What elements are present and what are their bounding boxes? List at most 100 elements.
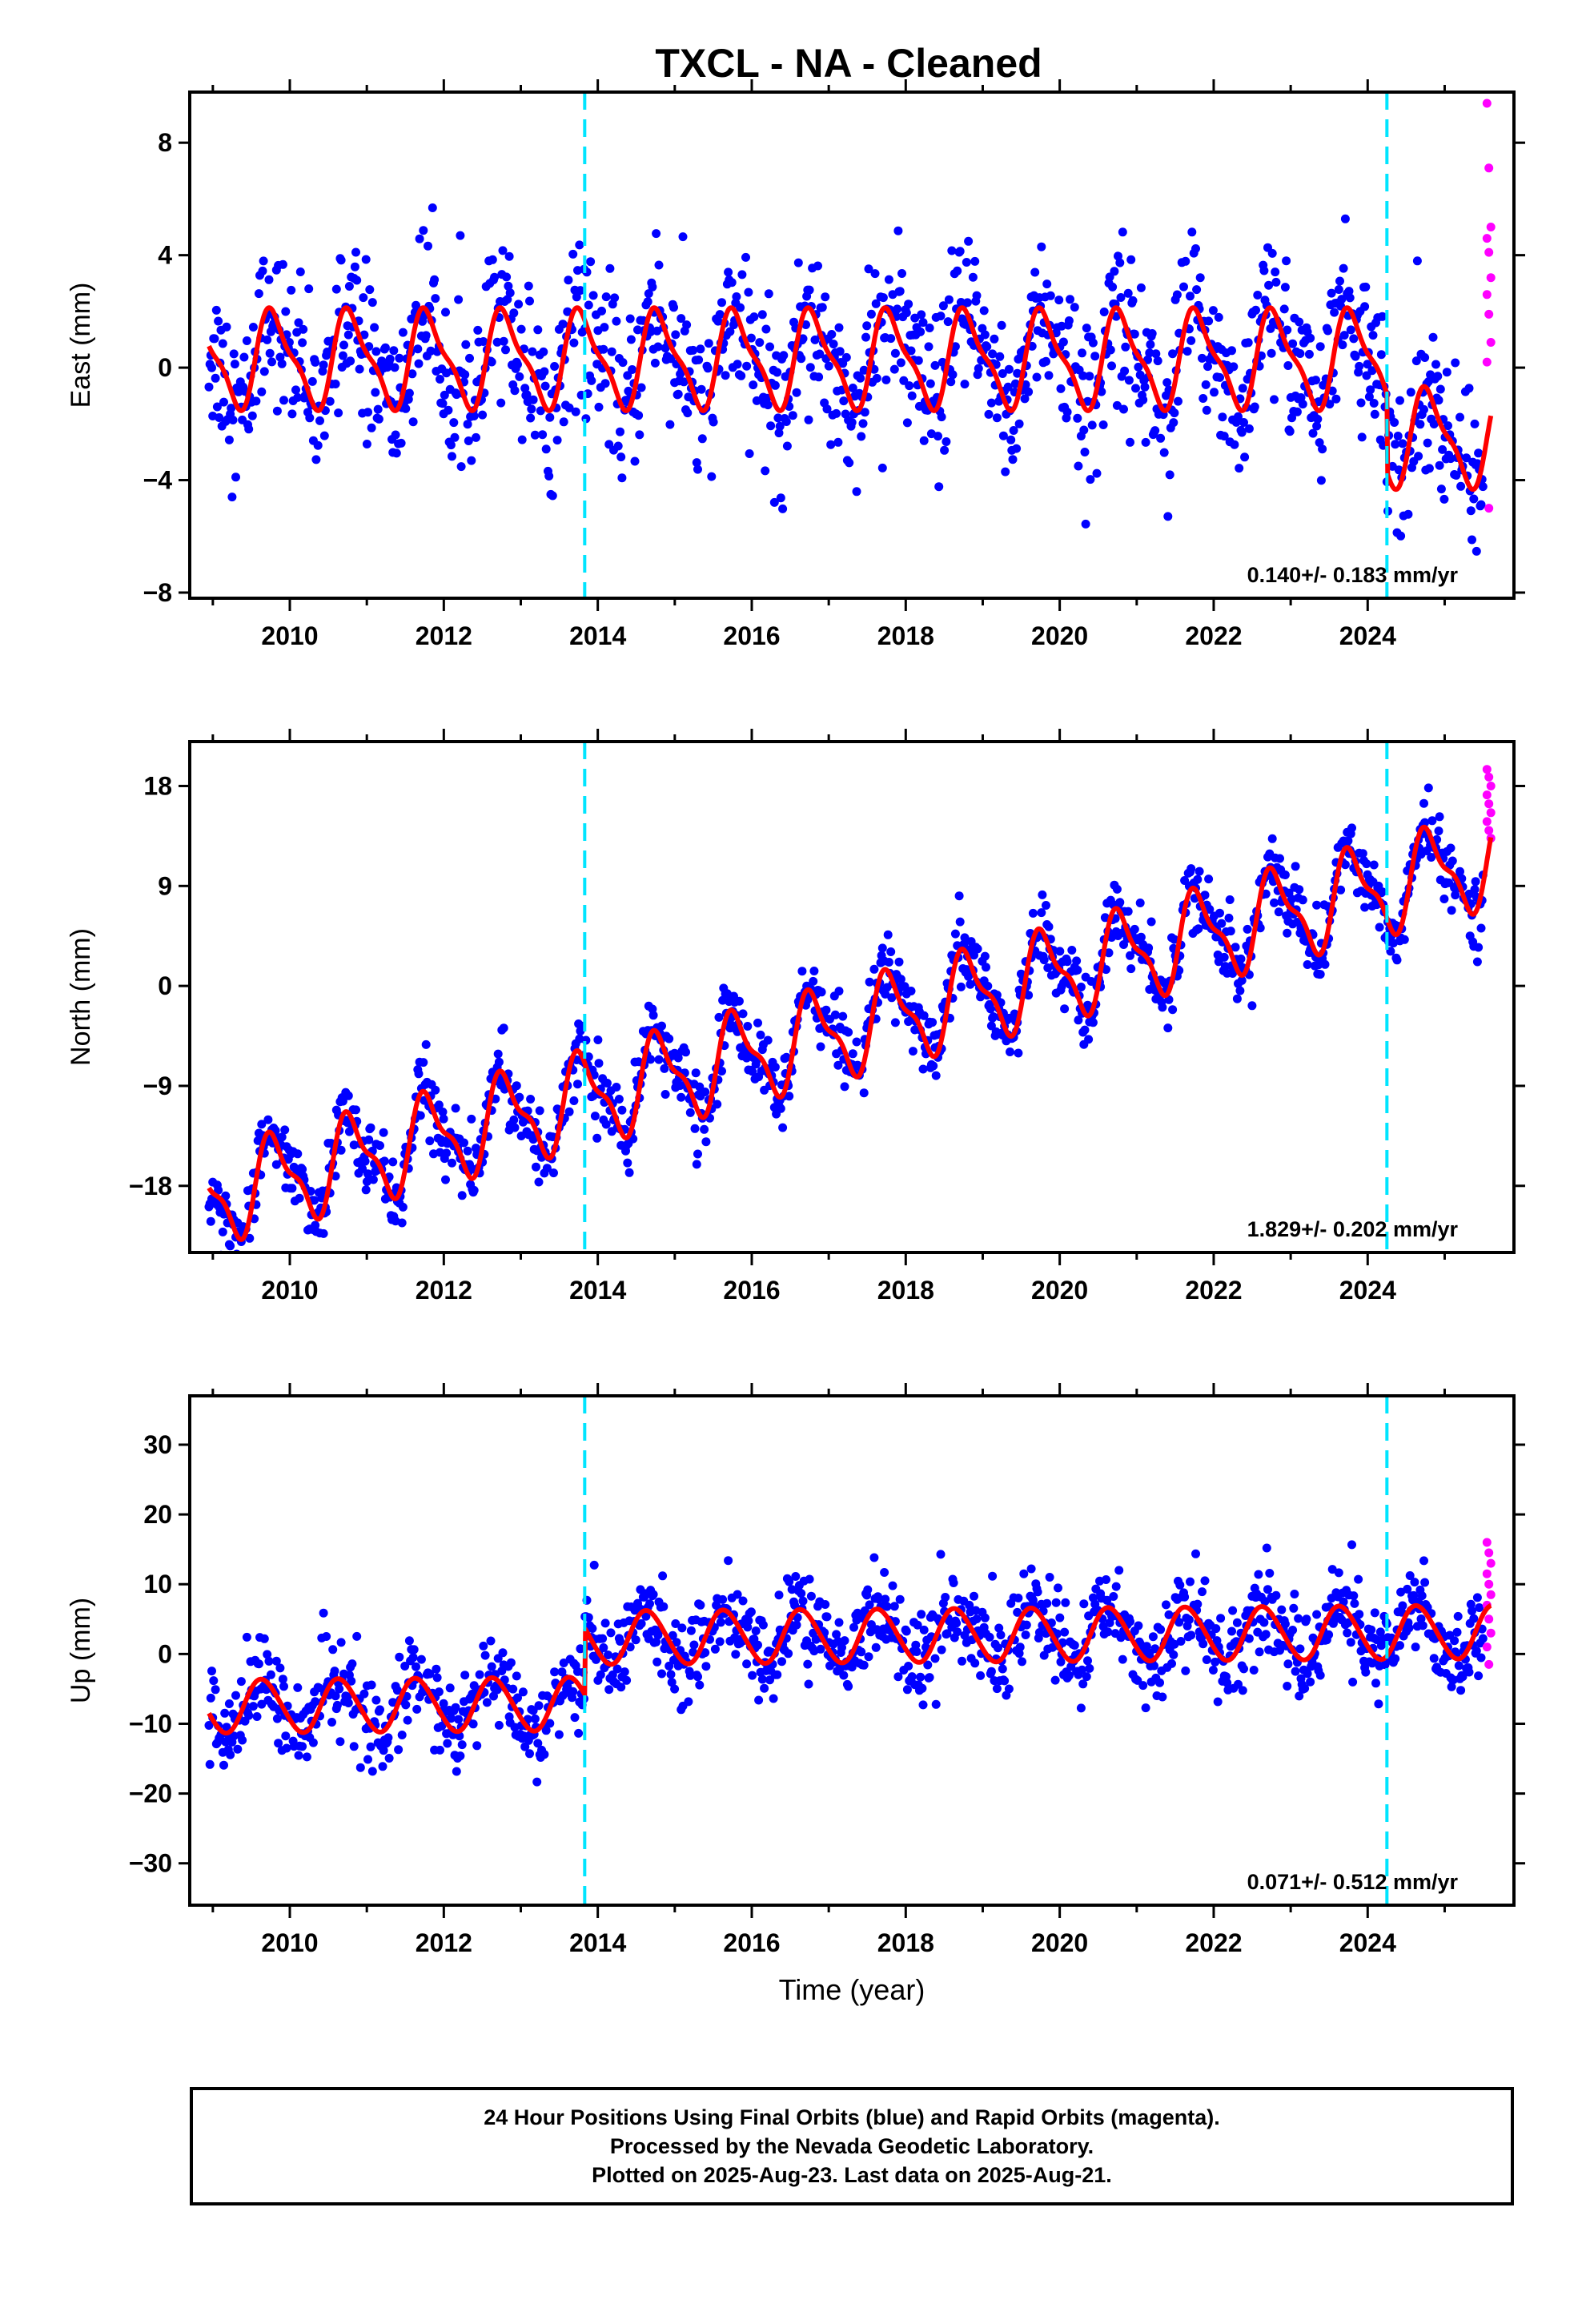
- final-point: [756, 1030, 765, 1039]
- final-point: [1267, 834, 1277, 843]
- final-point: [612, 316, 621, 326]
- final-point: [1037, 908, 1046, 918]
- final-point: [646, 327, 656, 336]
- final-point: [618, 358, 628, 368]
- final-point: [1351, 352, 1360, 361]
- final-point: [1434, 826, 1443, 836]
- final-point: [308, 1738, 318, 1747]
- final-point: [624, 386, 633, 396]
- final-point: [518, 1687, 528, 1697]
- final-point: [773, 413, 783, 423]
- final-point: [785, 1577, 794, 1586]
- final-point: [1216, 1614, 1226, 1623]
- final-point: [912, 1647, 921, 1656]
- final-point: [758, 1620, 768, 1630]
- final-point: [248, 323, 258, 332]
- final-point: [264, 1656, 274, 1666]
- final-point: [815, 349, 825, 359]
- final-point: [607, 347, 616, 356]
- final-point: [986, 1021, 996, 1031]
- final-point: [506, 1658, 516, 1667]
- final-point: [295, 1193, 304, 1203]
- final-point: [1182, 347, 1192, 356]
- final-point: [779, 351, 789, 360]
- final-point: [494, 1057, 504, 1067]
- final-point: [1141, 1703, 1150, 1713]
- final-point: [646, 1055, 656, 1064]
- final-point: [946, 377, 956, 387]
- final-point: [895, 287, 905, 296]
- final-point: [686, 1626, 696, 1635]
- final-point: [1247, 1001, 1257, 1011]
- final-point: [366, 1742, 375, 1751]
- final-point: [746, 333, 756, 343]
- final-point: [834, 1618, 844, 1627]
- final-point: [753, 1640, 762, 1650]
- final-point: [679, 377, 689, 387]
- final-point: [731, 1650, 741, 1659]
- final-point: [1156, 433, 1166, 443]
- final-point: [785, 1092, 794, 1101]
- final-point: [734, 996, 744, 1006]
- y-tick-label: −4: [143, 466, 173, 495]
- final-point: [259, 367, 269, 376]
- final-point: [349, 1742, 359, 1751]
- final-point: [1086, 475, 1095, 485]
- final-point: [833, 437, 843, 447]
- final-point: [1390, 418, 1399, 427]
- final-point: [1447, 906, 1456, 915]
- final-point: [361, 1185, 371, 1195]
- final-point: [1324, 1630, 1334, 1639]
- y-tick-label: −30: [129, 1849, 172, 1878]
- final-point: [1442, 368, 1452, 377]
- final-point: [744, 1616, 753, 1626]
- final-point: [866, 309, 876, 319]
- final-point: [1126, 951, 1134, 960]
- final-point: [1037, 242, 1046, 251]
- final-point: [970, 256, 980, 266]
- final-point: [1270, 395, 1279, 404]
- final-point: [1073, 965, 1082, 975]
- final-point: [339, 340, 348, 350]
- final-point: [1180, 1592, 1190, 1602]
- final-point: [1264, 280, 1274, 290]
- final-point: [860, 408, 869, 417]
- final-point: [1451, 358, 1460, 368]
- final-point: [554, 1730, 564, 1739]
- final-point: [1074, 461, 1083, 471]
- final-point: [1175, 1580, 1185, 1590]
- final-point: [510, 1123, 520, 1132]
- final-point: [214, 1185, 223, 1195]
- final-point: [403, 1715, 412, 1725]
- footer-line-1: 24 Hour Positions Using Final Orbits (bl…: [484, 2105, 1220, 2129]
- final-point: [905, 381, 914, 391]
- final-point: [1295, 317, 1304, 327]
- final-point: [1428, 332, 1438, 342]
- final-point: [298, 338, 307, 348]
- x-tick-label: 2014: [569, 1928, 626, 1957]
- final-point: [1111, 312, 1121, 321]
- final-point: [1419, 1556, 1428, 1566]
- final-point: [669, 303, 678, 312]
- final-point: [797, 1589, 806, 1598]
- final-point: [1280, 283, 1290, 292]
- final-point: [1162, 1600, 1170, 1610]
- final-point: [733, 1590, 742, 1599]
- y-tick-label: 0: [158, 1639, 172, 1668]
- final-point: [1475, 1603, 1484, 1612]
- final-point: [964, 236, 974, 246]
- final-point: [1232, 1618, 1242, 1627]
- final-point: [797, 967, 807, 976]
- final-point: [557, 1667, 567, 1677]
- final-point: [545, 412, 555, 422]
- final-point: [600, 1618, 610, 1628]
- final-point: [1126, 964, 1136, 974]
- final-point: [894, 957, 904, 967]
- final-point: [1468, 535, 1476, 545]
- final-point: [1368, 331, 1378, 340]
- final-point: [493, 1049, 503, 1059]
- final-point: [563, 307, 572, 316]
- final-point: [1378, 312, 1387, 321]
- final-point: [743, 1022, 753, 1031]
- final-point: [757, 310, 767, 320]
